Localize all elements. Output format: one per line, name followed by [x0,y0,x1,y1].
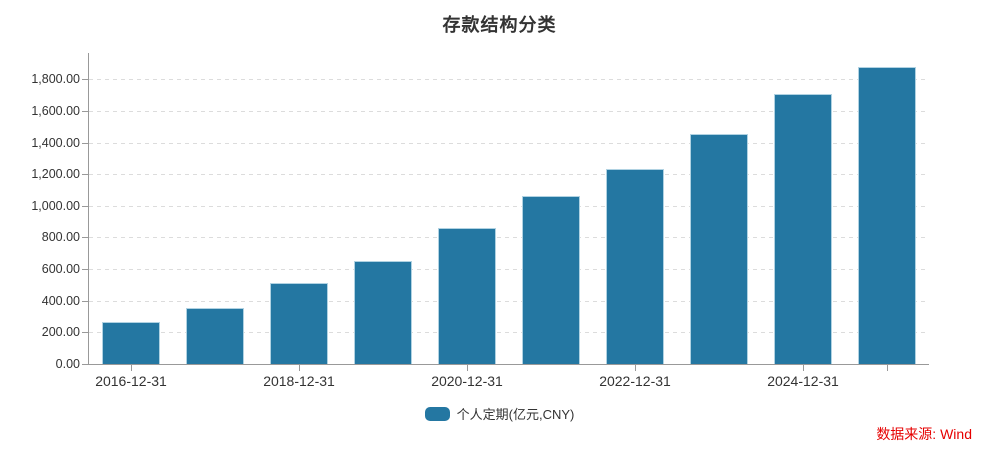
bar-2021-12-31[interactable] [522,196,580,364]
legend-label: 个人定期(亿元,CNY) [456,407,575,422]
y-axis-tick [82,174,88,176]
x-axis-tick [299,365,300,371]
x-axis-label: 2016-12-31 [95,373,167,389]
y-axis-label: 1,000.00 [31,198,80,213]
y-axis-tick [82,364,88,365]
gridline [89,269,929,271]
y-axis-tick [82,300,88,302]
gridline [89,174,929,176]
bar-2025[interactable] [858,67,916,364]
y-axis-label: 800.00 [41,230,80,245]
gridline [89,237,929,239]
y-axis-label: 1,800.00 [31,72,80,87]
x-axis-tick [803,365,804,371]
data-source: 数据来源: Wind [876,426,972,442]
bar-2020-12-31[interactable] [438,227,496,364]
gridline [89,79,929,81]
y-axis-label: 600.00 [41,262,80,277]
x-axis-label: 2020-12-31 [431,373,503,389]
x-axis-label: 2018-12-31 [263,373,335,389]
plot-area: 0.00 200.00 400.00 600.00 800.00 1,000.00 1,20… [31,53,929,389]
y-axis-tick [82,237,88,239]
legend-item-series[interactable]: 个人定期(亿元,CNY) [0,404,999,423]
y-axis-label: 1,400.00 [31,135,80,150]
gridline [89,142,929,144]
bar-2023-12-31[interactable] [690,133,748,364]
chart-title: 存款结构分类 [442,15,557,35]
y-axis-tick [82,110,88,112]
legend-swatch-icon [424,406,450,421]
gridline [89,332,929,334]
y-axis-tick [82,205,88,207]
x-axis-tick [635,365,636,371]
bar-2022-12-31[interactable] [606,168,664,364]
bar-2024-12-31[interactable] [774,93,832,364]
y-axis-tick [82,269,88,271]
y-axis-tick [82,332,88,334]
y-axis-tick [82,142,88,144]
x-axis-tick [131,365,132,371]
x-axis-label: 2024-12-31 [767,373,839,389]
gridline [89,205,929,207]
y-axis-label: 1,600.00 [31,103,80,118]
bar-2018-12-31[interactable] [270,283,328,364]
x-axis-tick [887,365,888,371]
bar-2016-12-31[interactable] [102,322,160,364]
gridline [89,300,929,302]
y-axis-tick [82,79,88,81]
y-axis-label: 400.00 [41,293,80,308]
y-axis-label: 1,200.00 [31,167,80,182]
bar-2017-12-31[interactable] [186,307,244,364]
gridline [89,110,929,112]
x-axis-label: 2022-12-31 [599,373,671,389]
bar-2019-12-31[interactable] [354,261,412,364]
x-axis-tick [467,365,468,371]
y-axis-label: 200.00 [41,325,80,340]
y-axis-label: 0.00 [55,357,80,371]
